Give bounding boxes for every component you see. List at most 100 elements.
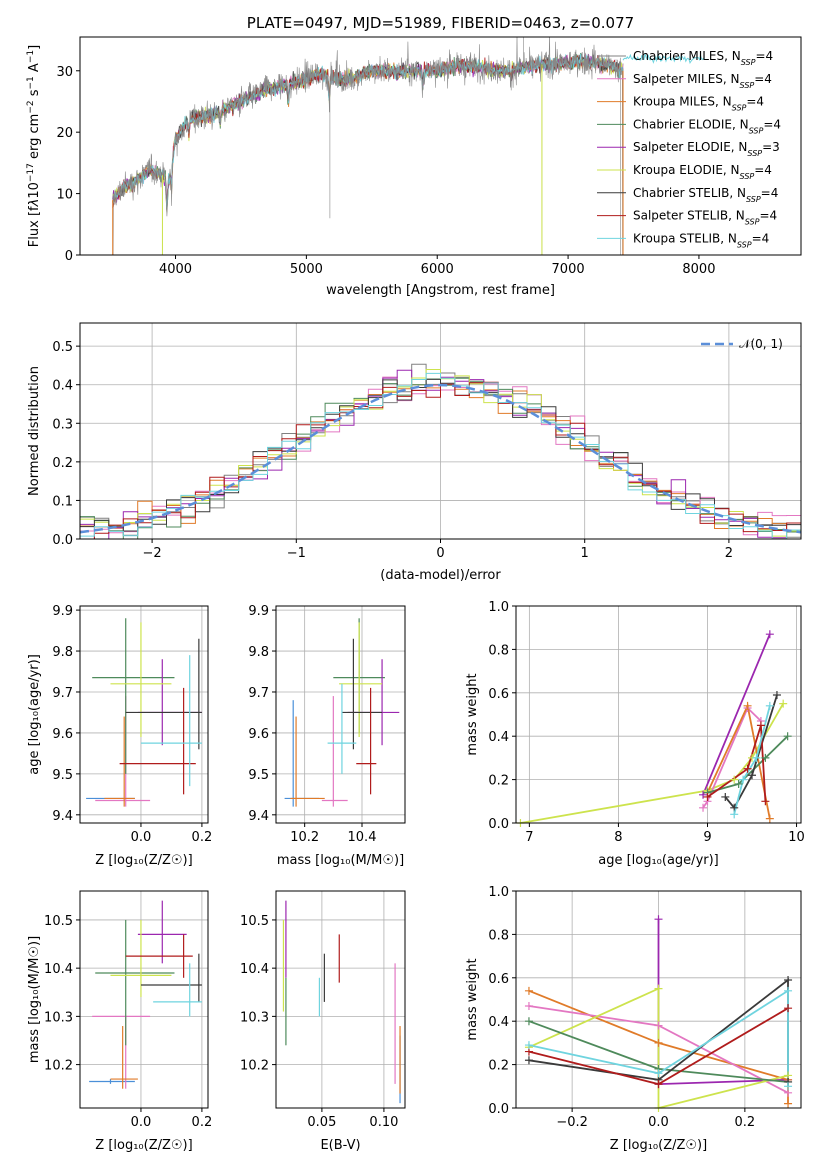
x-axis-label: Z [log₁₀(Z/Z☉)] <box>610 1138 707 1153</box>
y-axis-label: age [log₁₀(age/yr)] <box>27 654 42 775</box>
legend-post: =4 <box>746 95 764 109</box>
y-tick-label: 0.0 <box>52 533 73 548</box>
y-tick-label: 0.3 <box>52 417 73 432</box>
axes-frame <box>275 890 406 1109</box>
y-tick-label: 0 <box>65 249 73 264</box>
y-tick-label: 0.2 <box>52 456 73 471</box>
legend-entry: Salpeter ELODIE, NSSP=3 <box>633 140 780 158</box>
weight-line-yellow <box>528 987 789 1108</box>
panel-mass-vs-Z: 0.0 0.2 10.2 10.3 10.4 10.5 <box>44 890 212 1130</box>
x-tick-label: 8 <box>614 830 622 845</box>
y-tick-label: 9.6 <box>52 727 73 742</box>
y-tick-label: 1.0 <box>488 600 509 615</box>
x-axis-label: wavelength [Angstrom, rest frame] <box>326 283 555 298</box>
legend-entry: Chabrier MILES, NSSP=4 <box>633 49 773 67</box>
weight-marker-cyan <box>524 1041 533 1050</box>
weight-line-dark <box>724 694 778 810</box>
y-axis-label-part: 10 <box>27 182 42 199</box>
gaussian-curve <box>80 383 801 534</box>
legend-name: Salpeter ELODIE, N <box>633 140 747 154</box>
panel-spectrum: 4000 5000 6000 7000 8000 0 10 20 30 <box>56 36 802 277</box>
x-tick-label: 0.2 <box>735 1115 756 1130</box>
legend-entry: 𝒩(0, 1) <box>739 337 783 351</box>
y-tick-label: 0.4 <box>52 379 73 394</box>
legend-name: Chabrier ELODIE, N <box>633 117 749 131</box>
weight-marker-red <box>761 797 770 806</box>
legend-name: Kroupa STELIB, N <box>633 231 737 245</box>
y-tick-label: 9.7 <box>248 686 269 701</box>
y-tick-label: 0.2 <box>488 774 509 789</box>
x-axis-label: age [log₁₀(age/yr)] <box>598 853 719 868</box>
y-tick-label: 9.5 <box>52 768 73 783</box>
x-tick-label: −1 <box>287 546 306 561</box>
legend-sub: SSP <box>740 172 755 181</box>
weight-marker-red <box>784 1004 793 1013</box>
legend-sub: SSP <box>741 58 756 67</box>
chart-title: PLATE=0497, MJD=51989, FIBERID=0463, z=0… <box>247 14 634 32</box>
legend-sub: SSP <box>749 126 764 135</box>
weight-marker-orange <box>784 1099 793 1108</box>
y-tick-label: 9.9 <box>248 604 269 619</box>
weight-marker-pink <box>524 1002 533 1011</box>
legend-post: =4 <box>754 163 772 177</box>
y-tick-label: 9.9 <box>52 604 73 619</box>
y-axis-label-part: s <box>27 89 42 100</box>
y-tick-label: 9.6 <box>248 727 269 742</box>
y-tick-label: 10.4 <box>240 962 269 977</box>
weight-marker-green <box>783 732 792 741</box>
weight-marker-cyan <box>765 701 774 710</box>
x-tick-label: 10.4 <box>348 830 377 845</box>
weight-marker-cyan <box>730 810 739 819</box>
weight-marker-cyan <box>784 986 793 995</box>
y-tick-label: 0.0 <box>488 1102 509 1117</box>
legend-post: =4 <box>761 186 779 200</box>
weight-marker-orange <box>524 986 533 995</box>
weight-line-purple <box>702 633 771 796</box>
x-tick-label: 7000 <box>552 262 585 277</box>
y-axis-label-part: erg cm <box>27 114 42 163</box>
legend: 𝒩(0, 1) <box>701 337 783 351</box>
x-tick-label: 5000 <box>290 262 323 277</box>
y-axis-label-part: −1 <box>26 50 36 63</box>
weight-marker-purple <box>765 630 774 639</box>
y-axis-label: Flux [fλ10−17 erg cm−2 s−1 A−1] <box>26 45 42 247</box>
weight-marker-green <box>524 1017 533 1026</box>
weight-marker-purple <box>654 915 663 924</box>
x-tick-label: 0.0 <box>648 1115 669 1130</box>
y-tick-label: 0.4 <box>488 1015 509 1030</box>
x-axis-label: Z [log₁₀(Z/Z☉)] <box>95 1138 192 1153</box>
y-tick-label: 9.5 <box>248 768 269 783</box>
y-tick-label: 9.8 <box>52 645 73 660</box>
weight-marker-red <box>743 764 752 773</box>
y-tick-label: 0.6 <box>488 687 509 702</box>
weight-marker-orange <box>765 814 774 823</box>
weight-marker-dark <box>524 1056 533 1065</box>
y-tick-label: 10.2 <box>240 1059 269 1074</box>
x-tick-label: −2 <box>143 546 162 561</box>
y-tick-label: 9.7 <box>52 686 73 701</box>
weight-marker-yellow <box>654 984 663 993</box>
legend-post: =4 <box>752 231 770 245</box>
y-tick-label: 0.2 <box>488 1059 509 1074</box>
weight-marker-green <box>734 779 743 788</box>
x-axis-label: mass [log₁₀(M/M☉)] <box>277 853 404 868</box>
axes-frame <box>515 605 802 824</box>
y-tick-label: 0.8 <box>488 643 509 658</box>
plot-area <box>80 891 208 1108</box>
plot-area <box>516 606 801 823</box>
weight-marker-pink <box>654 1021 663 1030</box>
y-tick-label: 1.0 <box>488 885 509 900</box>
x-axis-label: (data-model)/error <box>380 568 501 583</box>
legend-sub: SSP <box>745 217 760 226</box>
y-tick-label: 0.8 <box>488 928 509 943</box>
weight-marker-yellow <box>779 699 788 708</box>
weight-line-red <box>706 725 767 802</box>
legend-sub: SSP <box>746 194 761 203</box>
panel-mass-vs-ebv: 0.05 0.10 10.2 10.3 10.4 10.5 <box>240 890 406 1130</box>
legend-sub: SSP <box>747 149 762 158</box>
plot-area <box>276 606 405 823</box>
x-tick-label: 4000 <box>159 262 192 277</box>
panel-age-vs-Z: 0.0 0.2 9.4 9.5 9.6 9.7 9.8 9.9 <box>52 604 212 845</box>
